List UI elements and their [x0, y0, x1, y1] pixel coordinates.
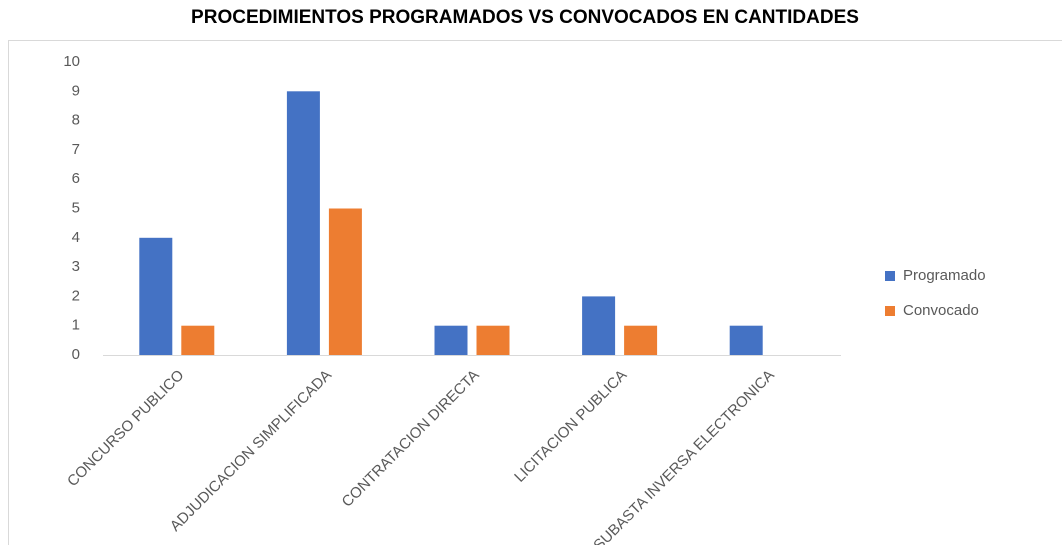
y-tick-label: 10 [63, 53, 80, 70]
legend-swatch [885, 306, 895, 316]
y-tick-label: 5 [72, 199, 80, 216]
x-tick-label: CONCURSO PUBLICO [64, 367, 187, 490]
y-tick-label: 9 [72, 82, 80, 99]
chart-title: PROCEDIMIENTOS PROGRAMADOS VS CONVOCADOS… [191, 7, 859, 28]
legend-swatch [885, 271, 895, 281]
y-tick-label: 7 [72, 141, 80, 158]
bar [181, 325, 215, 355]
y-tick-label: 1 [72, 317, 80, 334]
bar [328, 208, 362, 355]
bar [582, 296, 616, 355]
legend-label: Convocado [903, 302, 979, 319]
y-tick-label: 8 [72, 112, 80, 129]
legend-label: Programado [903, 267, 986, 284]
x-tick-label: CONTRATACION DIRECTA [339, 367, 483, 511]
y-tick-label: 0 [72, 346, 80, 363]
x-tick-label: SUBASTA INVERSA ELECTRONICA [590, 367, 777, 545]
bar [476, 325, 510, 355]
y-tick-label: 6 [72, 170, 80, 187]
x-tick-label: LICITACION PUBLICA [511, 367, 630, 486]
y-tick-label: 3 [72, 258, 80, 275]
bar [624, 325, 658, 355]
bar [434, 325, 468, 355]
x-tick-label: ADJUDICACION SIMPLIFICADA [167, 367, 335, 535]
bar [729, 325, 763, 355]
chart-frame [8, 40, 1062, 545]
y-tick-label: 4 [72, 229, 80, 246]
bar [286, 91, 320, 356]
bar [139, 237, 173, 355]
y-tick-label: 2 [72, 287, 80, 304]
